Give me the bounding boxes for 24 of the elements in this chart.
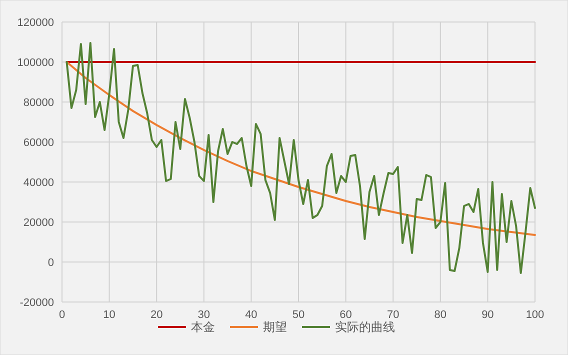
- line-series: [66, 42, 536, 274]
- x-tick-label: 100: [526, 309, 544, 321]
- x-tick-label: 90: [482, 309, 494, 321]
- x-tick-label: 10: [103, 309, 116, 321]
- y-tick-label: 80000: [23, 97, 54, 109]
- x-tick-label: 50: [292, 309, 305, 321]
- legend-label: 本金: [191, 320, 215, 334]
- x-tick-label: 70: [386, 309, 400, 321]
- legend-label: 实际的曲线: [335, 320, 395, 334]
- x-tick-label: 60: [340, 309, 352, 321]
- x-tick-label: 0: [58, 309, 66, 321]
- y-tick-label: 120000: [17, 17, 54, 29]
- y-tick-label: 100000: [17, 57, 54, 69]
- x-tick-label: 80: [434, 309, 447, 321]
- legend-label: 期望: [263, 320, 287, 334]
- x-tick-label: 30: [198, 309, 210, 321]
- y-tick-label: 0: [48, 257, 54, 269]
- y-tick-label: -20000: [20, 297, 54, 309]
- y-tick-label: 60000: [23, 137, 54, 149]
- line-series: [66, 61, 536, 236]
- x-tick-label: 40: [245, 309, 258, 321]
- x-tick-label: 20: [150, 309, 163, 321]
- y-tick-label: 40000: [23, 177, 54, 189]
- y-tick-label: 20000: [23, 217, 54, 229]
